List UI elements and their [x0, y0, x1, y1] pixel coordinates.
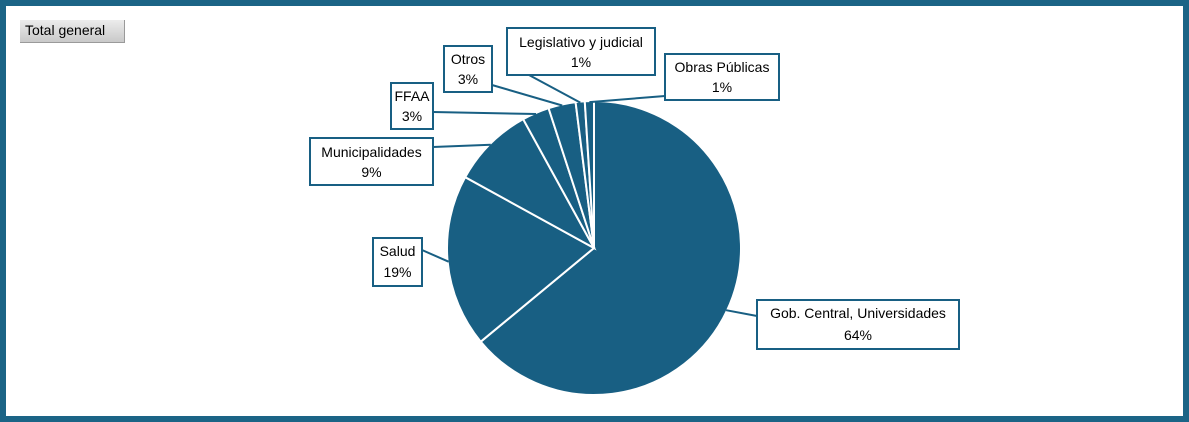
- category-label: FFAA: [394, 88, 430, 104]
- callout-box: [372, 237, 423, 287]
- data-label-gob-central-universidades: Gob. Central, Universidades 64%: [756, 299, 960, 350]
- category-label: Gob. Central, Universidades: [770, 305, 946, 321]
- callout-box: [443, 45, 493, 93]
- callout-box: [309, 137, 434, 186]
- leader-line: [432, 143, 491, 148]
- data-label-otros: Otros 3%: [443, 45, 493, 93]
- category-label: Salud: [380, 243, 416, 259]
- callout-box: [390, 82, 434, 130]
- percent-label: 3%: [458, 71, 478, 87]
- category-label: Municipalidades: [321, 144, 421, 160]
- data-label-ffaa: FFAA 3%: [390, 82, 434, 130]
- callout-box: [664, 53, 780, 101]
- data-label-obras-p-blicas: Obras Públicas 1%: [664, 53, 780, 101]
- data-label-legislativo-y-judicial: Legislativo y judicial 1%: [506, 27, 656, 76]
- leader-line: [589, 95, 666, 104]
- category-label: Legislativo y judicial: [519, 34, 643, 50]
- leader-line: [421, 249, 450, 263]
- data-label-salud: Salud 19%: [372, 237, 423, 287]
- callout-box: [506, 27, 656, 76]
- percent-label: 64%: [844, 327, 872, 343]
- category-label: Otros: [451, 51, 485, 67]
- filter-button-total-general[interactable]: Total general: [20, 20, 125, 43]
- leader-line: [491, 84, 563, 107]
- percent-label: 1%: [712, 79, 732, 95]
- leader-line: [725, 309, 758, 317]
- percent-label: 3%: [402, 108, 422, 124]
- percent-label: 1%: [571, 54, 591, 70]
- leader-line: [432, 111, 537, 115]
- category-label: Obras Públicas: [675, 59, 770, 75]
- data-label-municipalidades: Municipalidades 9%: [309, 137, 434, 186]
- percent-label: 19%: [383, 264, 411, 280]
- leader-line: [528, 74, 581, 104]
- callout-box: [756, 299, 960, 350]
- percent-label: 9%: [361, 164, 381, 180]
